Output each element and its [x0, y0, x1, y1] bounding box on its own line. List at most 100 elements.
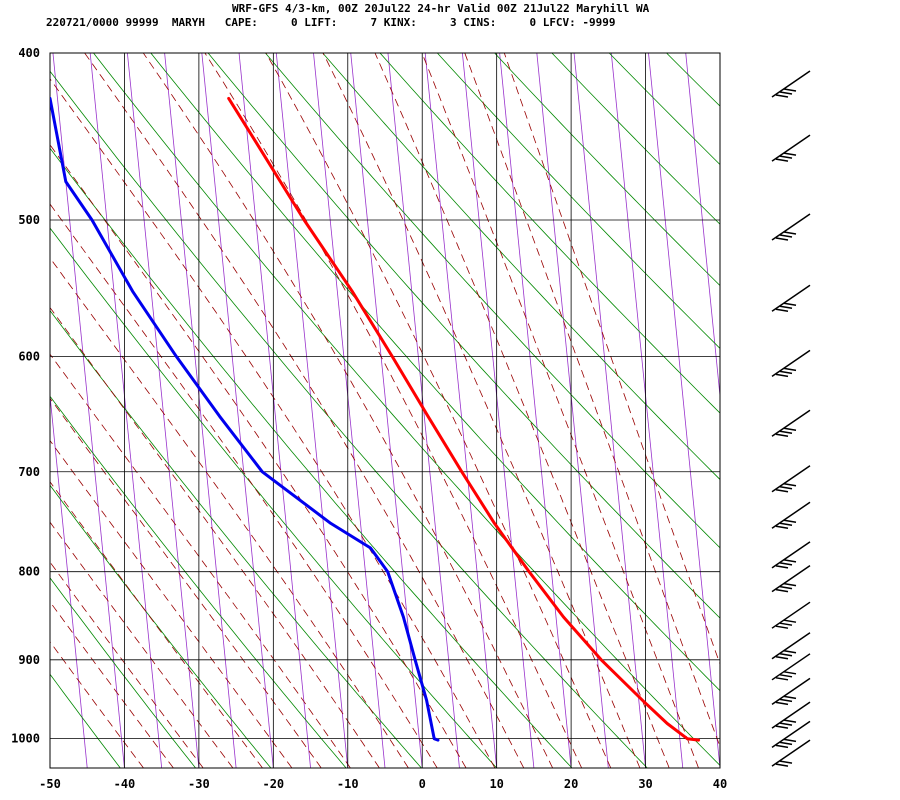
wind-barb — [771, 720, 811, 749]
x-tick-label: 40 — [713, 777, 727, 791]
wind-barb — [771, 653, 811, 681]
isotherm-line — [164, 53, 237, 768]
x-tick-label: -30 — [188, 777, 210, 791]
wind-barb — [771, 213, 811, 241]
moist-adiabat-line — [503, 53, 720, 666]
moist-adiabat-line — [50, 353, 351, 768]
moist-adiabat-line — [322, 53, 641, 768]
sounding-indices: 220721/0000 99999 MARYH CAPE: 0 LIFT: 7 … — [46, 16, 616, 29]
isotherm-line — [461, 53, 535, 768]
x-tick-label: 30 — [638, 777, 652, 791]
thermo-background — [0, 53, 900, 768]
x-tick-label: -40 — [114, 777, 136, 791]
wind-barbs — [771, 70, 811, 767]
moist-adiabat-line — [50, 257, 409, 768]
isotherm-line — [760, 53, 832, 768]
wind-barb — [771, 349, 811, 378]
moist-adiabat-line — [50, 144, 467, 768]
x-tick-label: -10 — [337, 777, 359, 791]
dry-adiabat-line — [50, 227, 497, 768]
wind-barb — [771, 701, 811, 729]
moist-adiabat-line — [50, 78, 496, 768]
wind-barb — [771, 677, 811, 706]
x-tick-label: 20 — [564, 777, 578, 791]
dry-adiabat-line — [50, 577, 196, 768]
dry-adiabat-line — [93, 53, 720, 766]
dry-adiabat-line — [437, 53, 720, 349]
dry-adiabat-line — [207, 53, 720, 619]
isotherm-line — [238, 53, 311, 768]
dry-adiabat-line — [50, 70, 648, 768]
isotherm-line — [499, 53, 572, 768]
wind-barb — [771, 409, 811, 438]
y-tick-label: 600 — [18, 349, 40, 363]
moist-adiabat-line — [84, 53, 525, 768]
y-tick-label: 900 — [18, 653, 40, 667]
wind-barb — [771, 501, 811, 530]
moist-adiabat-line — [50, 481, 263, 768]
moist-adiabat-line — [421, 53, 699, 768]
wind-barb — [771, 541, 811, 569]
dry-adiabat-line — [724, 53, 900, 768]
dry-adiabat-line — [50, 309, 422, 768]
dewpoint-profile-line — [50, 96, 440, 742]
y-tick-label: 400 — [18, 46, 40, 60]
isotherm-line — [573, 53, 646, 768]
isotherm-line — [797, 53, 869, 768]
wind-barb — [771, 134, 811, 162]
x-tick-labels: -50 -40 -30 -20 -10 0 10 20 30 40 — [39, 777, 727, 791]
wind-barb — [771, 284, 811, 313]
wind-barb — [771, 601, 811, 629]
isotherm-line — [275, 53, 349, 768]
dry-adiabat-line — [50, 484, 272, 768]
series — [50, 96, 701, 742]
moist-adiabat-line — [142, 53, 554, 768]
chart-title: WRF-GFS 4/3-km, 00Z 20Jul22 24-hr Valid … — [232, 2, 650, 15]
isotherm-line — [648, 53, 720, 768]
moist-adiabat-line — [265, 53, 612, 768]
dry-adiabat-line — [50, 147, 573, 768]
wind-barb — [771, 70, 811, 98]
moist-adiabat-line — [50, 306, 380, 768]
isotherm-line — [685, 53, 720, 400]
isotherm-line — [350, 53, 423, 768]
isotherm-line — [610, 53, 684, 768]
dry-adiabat-line — [50, 673, 121, 768]
plot-frame — [49, 52, 721, 769]
x-tick-label: -50 — [39, 777, 61, 791]
dry-adiabat-line — [494, 53, 720, 287]
wind-barb — [771, 632, 811, 660]
moist-adiabat-line — [50, 203, 438, 768]
y-tick-label: 500 — [18, 213, 40, 227]
wind-barb — [771, 565, 811, 593]
dry-adiabat-line — [265, 53, 720, 549]
isotherm-line — [0, 53, 13, 768]
dry-adiabat-line — [50, 395, 347, 768]
dry-adiabat-line — [379, 53, 720, 414]
isotherm-line — [313, 53, 386, 768]
moist-adiabat-line — [464, 53, 720, 748]
x-tick-label: -20 — [262, 777, 284, 791]
dry-adiabat-line — [322, 53, 720, 481]
y-tick-labels: 400 500 600 700 800 900 1000 — [11, 46, 40, 746]
wind-barb — [771, 465, 811, 493]
moist-adiabat-line — [50, 397, 322, 768]
x-tick-label: 0 — [419, 777, 426, 791]
isotherm-line — [424, 53, 498, 768]
y-tick-label: 700 — [18, 465, 40, 479]
temperature-profile-line — [227, 96, 701, 742]
isotherm-line — [536, 53, 609, 768]
isotherm-line — [50, 391, 88, 768]
moist-adiabat-line — [204, 53, 583, 768]
dry-adiabat-line — [608, 53, 720, 166]
moist-adiabat-line — [50, 439, 293, 768]
y-tick-label: 1000 — [11, 732, 40, 746]
grid — [49, 52, 721, 768]
dry-adiabat-line — [838, 53, 900, 768]
wind-barb — [771, 739, 811, 767]
chart-header: WRF-GFS 4/3-km, 00Z 20Jul22 24-hr Valid … — [0, 0, 900, 34]
dry-adiabat-line — [896, 53, 900, 768]
dry-adiabat-line — [150, 53, 720, 692]
y-tick-label: 800 — [18, 565, 40, 579]
